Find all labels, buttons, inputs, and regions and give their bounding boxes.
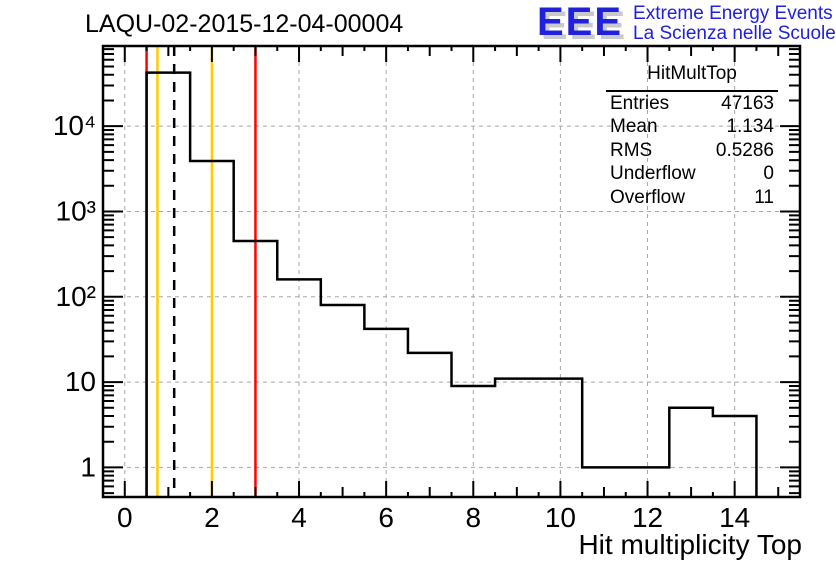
stats-label: Entries bbox=[610, 92, 670, 114]
stats-value: 0.5286 bbox=[715, 139, 774, 161]
stats-label: Mean bbox=[610, 116, 658, 138]
logo-subtitle-line1: Extreme Energy Events bbox=[633, 3, 833, 24]
y-tick-label: 1 bbox=[80, 451, 96, 482]
logo-subtitle-line2: La Scienza nelle Scuole bbox=[633, 23, 836, 44]
axis-ticks bbox=[103, 46, 800, 497]
stats-rows: Entries 47163 Mean 1.134 RMS 0.5286 Underflow 0… bbox=[606, 92, 778, 210]
x-tick-label: 0 bbox=[117, 502, 133, 533]
stats-label: Underflow bbox=[610, 163, 696, 185]
eee-logo: EEE Extreme Energy Events La Scienza nel… bbox=[537, 2, 836, 44]
stats-value: 0 bbox=[763, 163, 774, 185]
stats-box: HitMultTop Entries 47163 Mean 1.134 RMS 0.528… bbox=[606, 63, 778, 210]
histogram-line bbox=[145, 71, 758, 497]
eee-logo-subtitle: Extreme Energy Events La Scienza nelle S… bbox=[633, 2, 836, 44]
stats-row: RMS 0.5286 bbox=[606, 139, 778, 163]
stats-title: HitMultTop bbox=[606, 63, 778, 92]
stats-row: Entries 47163 bbox=[606, 92, 778, 116]
stats-label: RMS bbox=[610, 139, 653, 161]
stats-value: 1.134 bbox=[726, 116, 774, 138]
x-tick-label: 8 bbox=[465, 502, 481, 533]
x-tick-label: 2 bbox=[204, 502, 220, 533]
y-tick-label: 10² bbox=[56, 281, 96, 312]
x-tick-label: 6 bbox=[378, 502, 394, 533]
eee-logo-text: EEE bbox=[537, 0, 624, 44]
stats-row: Mean 1.134 bbox=[606, 116, 778, 140]
stats-value: 47163 bbox=[721, 92, 774, 114]
x-tick-label: 10 bbox=[545, 502, 576, 533]
x-tick-label: 4 bbox=[291, 502, 307, 533]
y-tick-label: 10⁴ bbox=[53, 110, 96, 141]
stats-row: Underflow 0 bbox=[606, 163, 778, 187]
x-tick-label: 12 bbox=[632, 502, 663, 533]
x-axis-title: Hit multiplicity Top bbox=[578, 529, 802, 560]
stats-row: Overflow 11 bbox=[606, 186, 778, 210]
stats-value: 11 bbox=[754, 186, 774, 208]
y-tick-label: 10³ bbox=[56, 195, 96, 226]
y-tick-label: 10 bbox=[65, 366, 96, 397]
stats-label: Overflow bbox=[610, 186, 685, 208]
page-title: LAQU-02-2015-12-04-00004 bbox=[85, 10, 404, 38]
x-tick-label: 14 bbox=[719, 502, 750, 533]
